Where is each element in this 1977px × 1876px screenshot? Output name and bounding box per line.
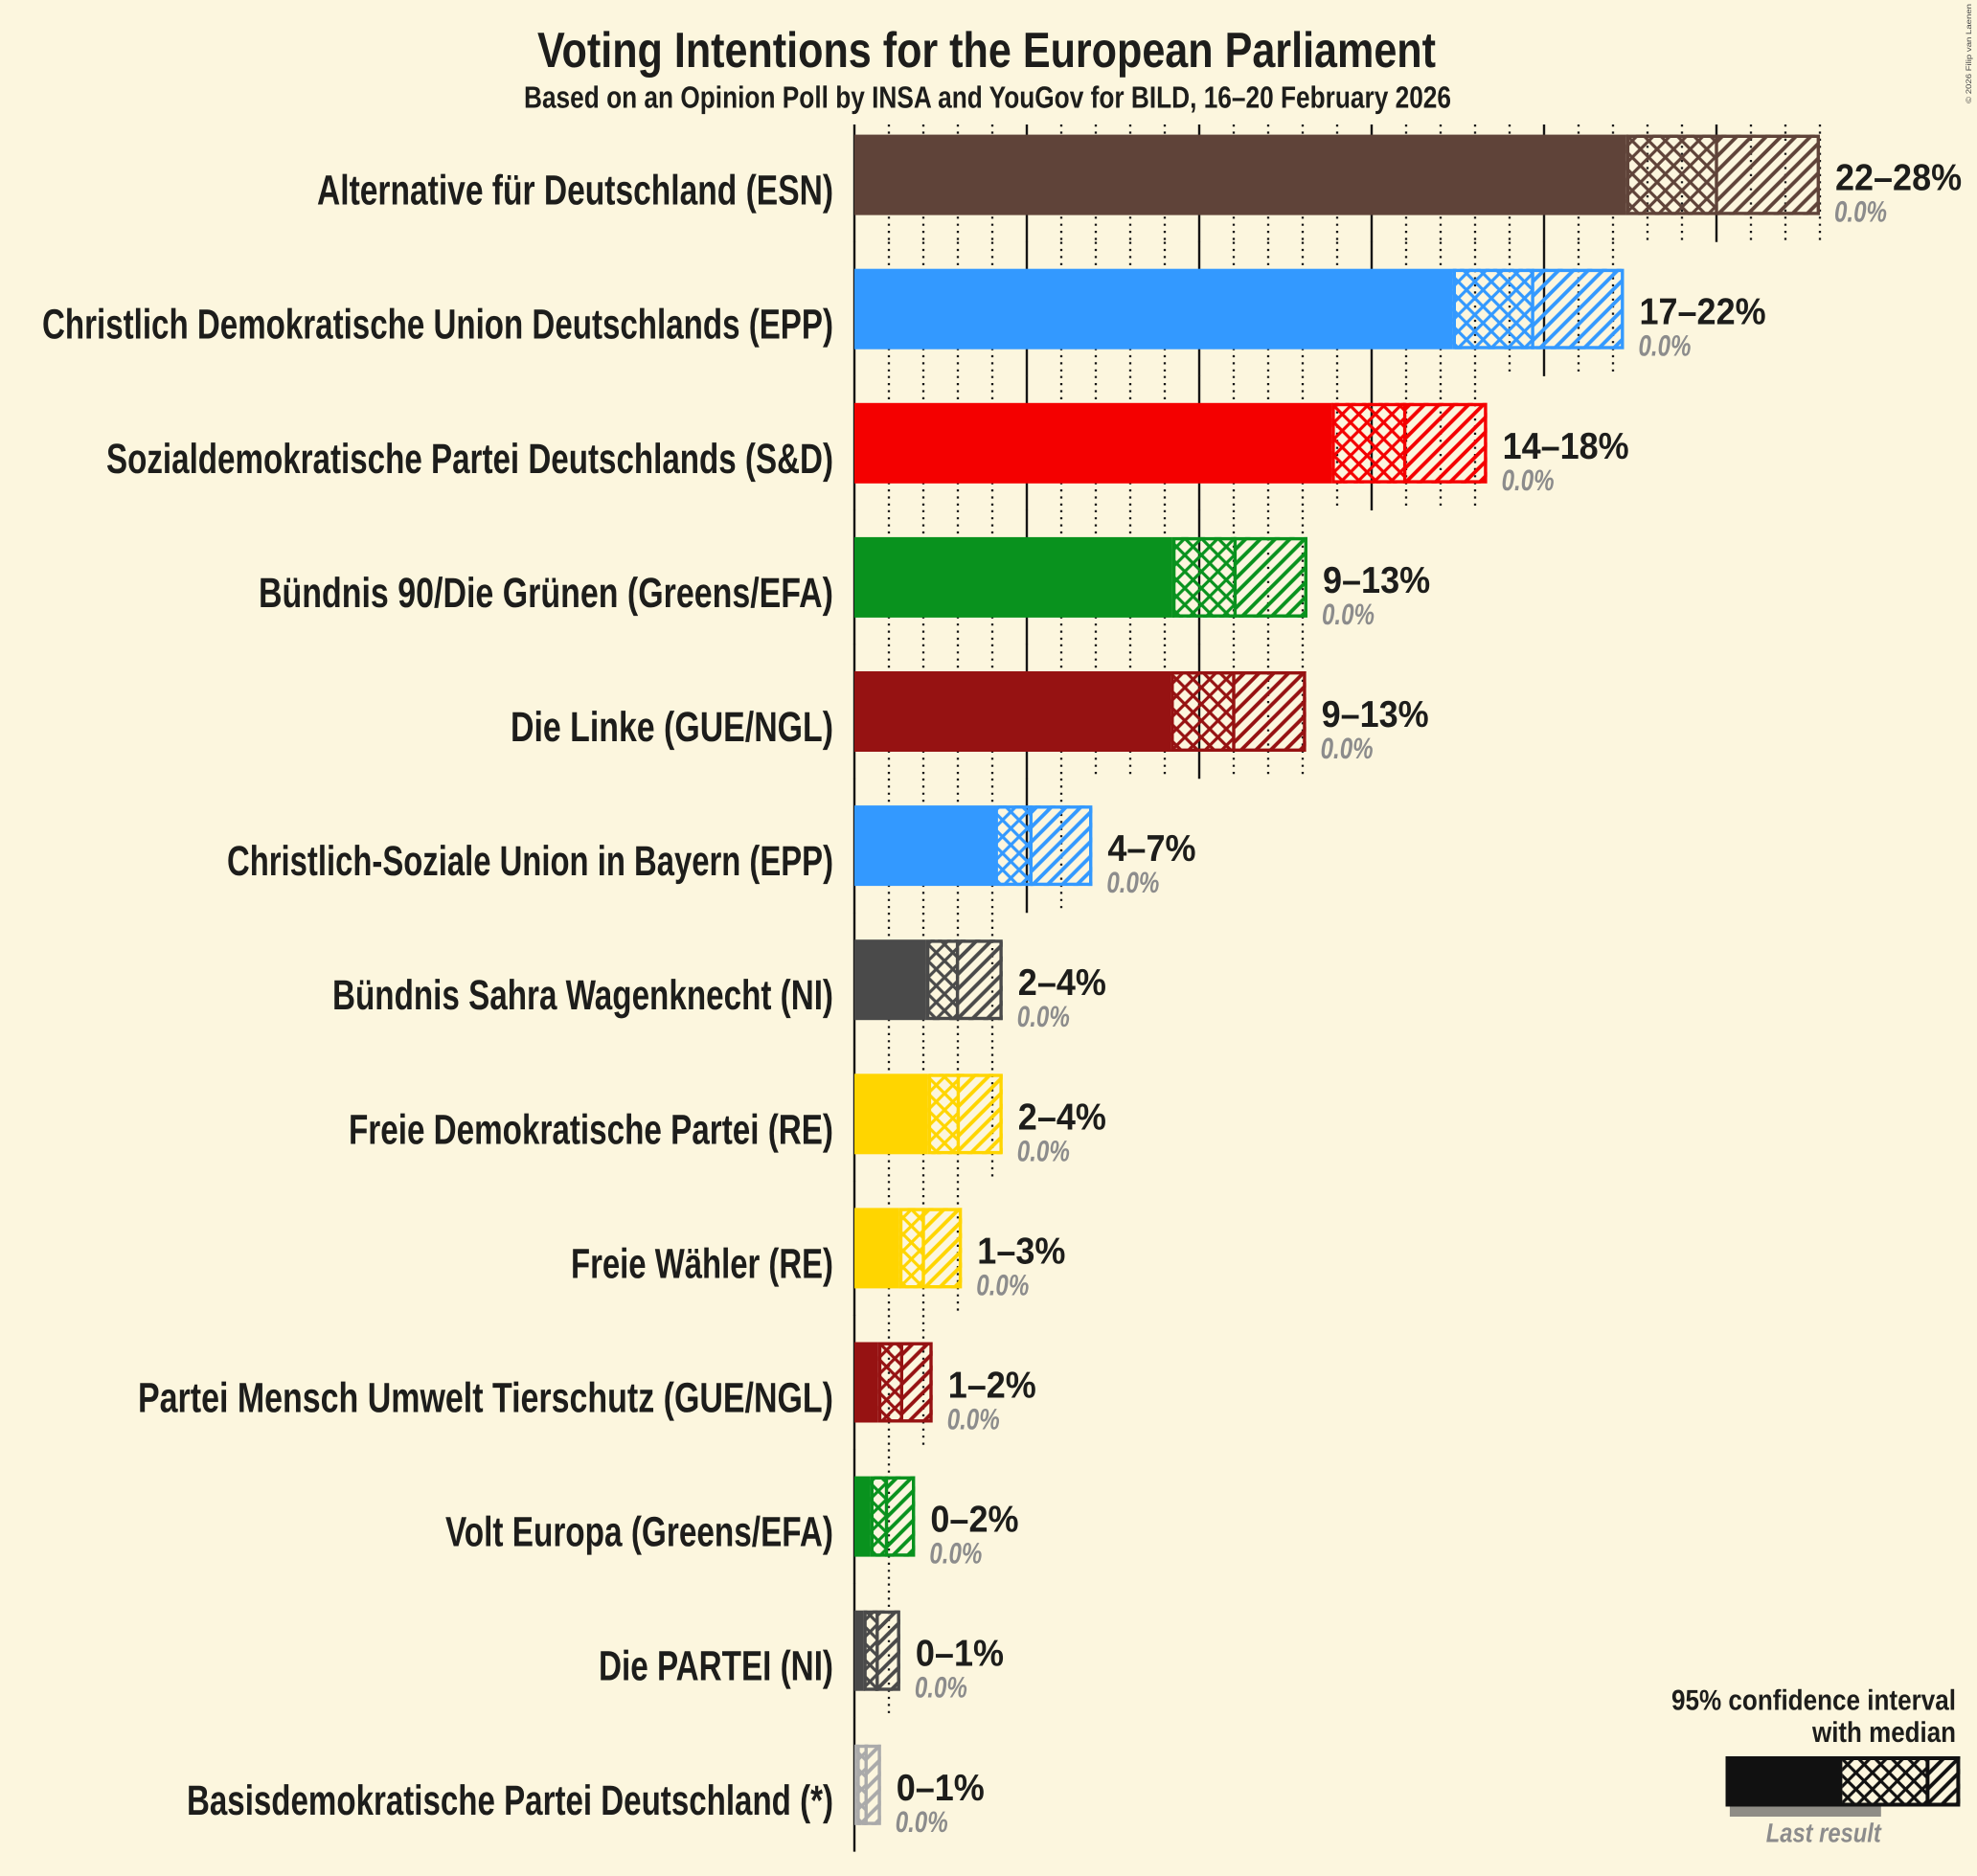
svg-text:0.0%: 0.0% [976, 1268, 1029, 1301]
svg-text:0–2%: 0–2% [930, 1500, 1018, 1541]
svg-text:1–2%: 1–2% [948, 1366, 1036, 1407]
svg-text:1–3%: 1–3% [977, 1231, 1065, 1272]
svg-text:0.0%: 0.0% [1017, 1134, 1070, 1167]
svg-text:Volt Europa (Greens/EFA): Volt Europa (Greens/EFA) [445, 1509, 833, 1556]
svg-text:17–22%: 17–22% [1640, 292, 1766, 333]
svg-text:Christlich-Soziale Union in Ba: Christlich-Soziale Union in Bayern (EPP) [227, 838, 833, 885]
svg-text:0.0%: 0.0% [1502, 463, 1555, 497]
svg-text:95% confidence interval: 95% confidence interval [1671, 1685, 1956, 1717]
svg-text:4–7%: 4–7% [1107, 828, 1195, 870]
svg-text:Alternative für Deutschland (E: Alternative für Deutschland (ESN) [317, 168, 833, 215]
svg-text:0.0%: 0.0% [915, 1671, 967, 1705]
svg-text:0.0%: 0.0% [896, 1805, 948, 1839]
svg-text:0–1%: 0–1% [897, 1768, 985, 1809]
svg-text:22–28%: 22–28% [1835, 158, 1962, 199]
svg-text:Sozialdemokratische Partei Deu: Sozialdemokratische Partei Deutschlands … [106, 436, 833, 483]
svg-text:Last result: Last result [1766, 1819, 1882, 1848]
svg-text:0.0%: 0.0% [1639, 329, 1692, 363]
svg-text:0.0%: 0.0% [1106, 866, 1159, 899]
svg-text:0.0%: 0.0% [929, 1537, 982, 1571]
svg-text:9–13%: 9–13% [1323, 560, 1430, 601]
svg-text:Die PARTEI (NI): Die PARTEI (NI) [599, 1643, 833, 1690]
svg-text:0.0%: 0.0% [947, 1403, 1000, 1436]
svg-text:Bündnis Sahra Wagenknecht (NI): Bündnis Sahra Wagenknecht (NI) [332, 972, 833, 1019]
svg-text:with median: with median [1811, 1717, 1956, 1749]
svg-text:Bündnis 90/Die Grünen (Greens/: Bündnis 90/Die Grünen (Greens/EFA) [259, 570, 833, 617]
svg-text:© 2026 Filip van Laenen: © 2026 Filip van Laenen [1965, 4, 1973, 103]
svg-text:Voting Intentions for the Euro: Voting Intentions for the European Parli… [537, 23, 1436, 79]
svg-text:0.0%: 0.0% [1322, 598, 1375, 631]
svg-text:0.0%: 0.0% [1017, 1000, 1070, 1033]
svg-text:Partei Mensch Umwelt Tierschut: Partei Mensch Umwelt Tierschutz (GUE/NGL… [138, 1375, 833, 1422]
svg-text:9–13%: 9–13% [1322, 694, 1429, 735]
svg-text:Basisdemokratische Partei Deut: Basisdemokratische Partei Deutschland (*… [187, 1777, 833, 1824]
svg-text:0.0%: 0.0% [1834, 195, 1887, 229]
svg-text:Freie Demokratische Partei (RE: Freie Demokratische Partei (RE) [349, 1106, 833, 1153]
svg-text:Freie Wähler (RE): Freie Wähler (RE) [571, 1240, 833, 1287]
svg-text:Christlich Demokratische Union: Christlich Demokratische Union Deutschla… [42, 302, 833, 349]
svg-text:0–1%: 0–1% [916, 1634, 1004, 1675]
svg-text:2–4%: 2–4% [1018, 962, 1106, 1004]
svg-text:0.0%: 0.0% [1321, 732, 1374, 765]
svg-text:2–4%: 2–4% [1018, 1096, 1106, 1138]
svg-text:14–18%: 14–18% [1503, 426, 1629, 467]
svg-text:Based on an Opinion Poll by IN: Based on an Opinion Poll by INSA and You… [524, 80, 1451, 115]
svg-text:Die Linke (GUE/NGL): Die Linke (GUE/NGL) [511, 704, 833, 751]
